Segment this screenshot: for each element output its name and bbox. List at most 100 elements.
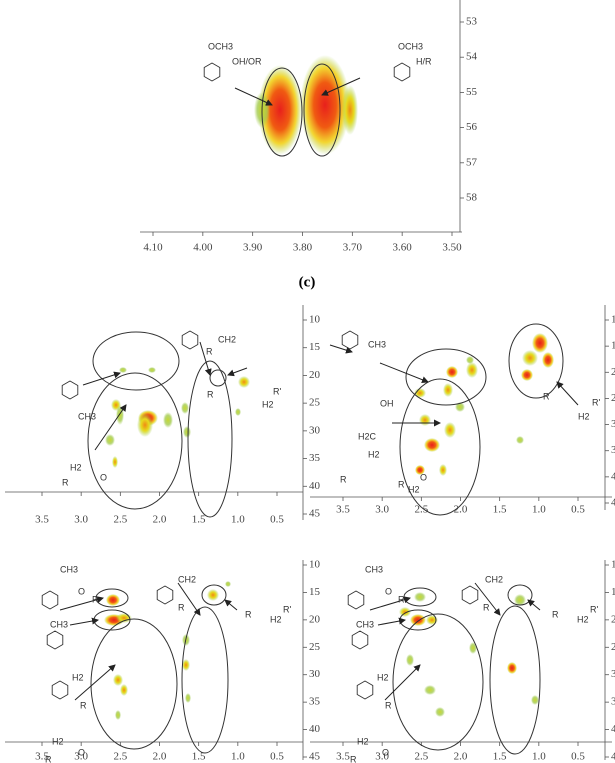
structure-label: R [245,609,252,619]
y-tick-label: 30 [309,424,321,436]
cross-peak [115,710,121,720]
structure-label: O [78,586,85,596]
y-tick-label: 25 [309,397,321,409]
x-tick-label: 2.0 [153,514,167,526]
cross-peak [444,422,456,438]
x-tick-label: 0.5 [571,751,585,763]
x-tick-label: 2.0 [153,751,167,763]
region-outline [95,588,129,608]
cross-peak [516,436,524,444]
cross-peak [424,438,440,452]
structure-label: R' [283,604,291,614]
y-tick-label: 30 [611,418,615,430]
arrow [321,77,361,96]
x-tick-label: 1.0 [231,514,245,526]
structure-label: R [62,477,69,487]
cross-peak [120,684,128,696]
cross-peak [238,376,250,388]
cross-peak [119,367,127,373]
y-tick-label: 45 [611,497,615,509]
cross-peak [414,592,426,602]
y-tick-label: 35 [309,696,321,708]
y-tick-label: 20 [309,369,321,381]
x-tick-label: 3.0 [375,751,389,763]
cross-peak [300,55,350,155]
cross-peak [183,426,191,438]
arrow [474,582,501,616]
structure-label: CH3 [368,339,386,349]
y-tick-label: 10 [611,559,615,571]
cross-peak [207,589,219,601]
region-outline [261,67,303,157]
structure-label: R' [273,386,281,396]
structure-label: R [92,594,99,604]
caption: (c) [299,274,316,290]
region-outline [303,63,341,157]
structure-label: R [385,700,392,710]
cross-peak [415,465,425,475]
arrow [94,404,127,451]
benzene-ring [203,62,221,82]
structure-label: OH [380,398,394,408]
structure-label: H2 [52,736,64,746]
structure-label: R [552,609,559,619]
y-tick-label: 15 [611,586,615,598]
region-outline [508,323,564,399]
structure-label: OCH3 [208,41,233,51]
y-tick-label: 25 [611,641,615,653]
structure-label: O [420,472,427,482]
cross-peak [443,383,453,397]
arrow [379,362,429,384]
x-tick-label: 1.5 [493,751,507,763]
y-tick-label: 20 [611,613,615,625]
arrow [369,596,411,611]
x-tick-label: 2.5 [414,504,428,516]
structure-label: R [543,391,550,401]
structure-label: R [483,602,490,612]
benzene-ring [156,585,174,605]
benzene-ring [351,630,369,650]
y-tick-label: 10 [309,559,321,571]
cross-peak [469,642,477,654]
benzene-ring [181,330,199,350]
y-tick-label: 53 [466,16,478,28]
arrow [384,664,421,701]
cross-peak [531,695,539,705]
x-tick-label: 4.00 [193,242,213,254]
structure-label: CH2 [485,574,503,584]
y-tick-label: 35 [309,452,321,464]
structure-label: O [385,586,392,596]
x-tick-label: 2.0 [454,751,468,763]
arrow [224,599,238,611]
region-outline [87,372,183,510]
cross-peak [342,85,358,135]
arrow [82,371,121,386]
structure-label: R' [592,397,600,407]
cross-peak [112,456,118,468]
y-tick-label: 56 [466,121,478,133]
structure-label: R [207,389,214,399]
cross-peak [532,333,548,353]
y-tick-label: 10 [309,314,321,326]
structure-label: O [78,747,85,757]
arrow [329,344,353,354]
structure-label: O [382,747,389,757]
cross-peak [163,412,173,428]
benzene-ring [356,680,374,700]
structure-label: R' [590,604,598,614]
x-tick-label: 3.70 [343,242,363,254]
structure-label: R [398,479,405,489]
structure-label: R [80,700,87,710]
region-outline [187,360,233,518]
structure-label: R [178,602,185,612]
x-tick-label: 1.0 [231,751,245,763]
region-outline [392,613,484,751]
x-tick-label: 3.0 [74,751,88,763]
y-tick-label: 58 [466,192,478,204]
x-tick-label: 1.0 [532,751,546,763]
structure-label: H2 [578,411,590,421]
structure-label: H2 [408,484,420,494]
y-tick-label: 20 [611,366,615,378]
y-tick-label: 25 [611,392,615,404]
